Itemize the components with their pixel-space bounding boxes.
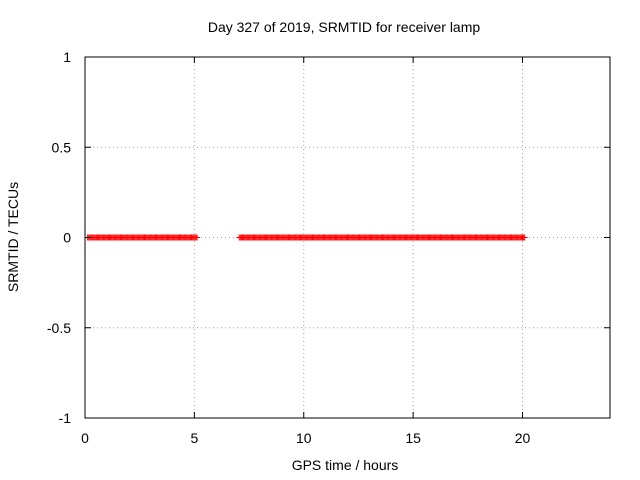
x-tick-label: 10 (296, 430, 312, 446)
x-tick-label: 20 (515, 430, 531, 446)
x-axis-label: GPS time / hours (292, 457, 399, 473)
chart-title: Day 327 of 2019, SRMTID for receiver lam… (208, 19, 481, 35)
data-point (194, 234, 200, 241)
x-tick-label: 15 (405, 430, 421, 446)
data-point (521, 234, 528, 241)
y-tick-label: -0.5 (47, 320, 71, 336)
x-tick-label: 5 (190, 430, 198, 446)
tick-labels: 0 5 10 15 20 -1 -0.5 0 0.5 1 (47, 49, 531, 446)
y-tick-label: 0.5 (52, 139, 72, 155)
y-tick-label: 1 (63, 49, 71, 65)
y-tick-label: -1 (59, 410, 72, 426)
axis-ticks (84, 56, 610, 419)
y-axis-label: SRMTID / TECUs (5, 182, 21, 292)
y-tick-label: 0 (63, 230, 71, 246)
x-tick-label: 0 (81, 430, 89, 446)
data-points (84, 234, 528, 241)
